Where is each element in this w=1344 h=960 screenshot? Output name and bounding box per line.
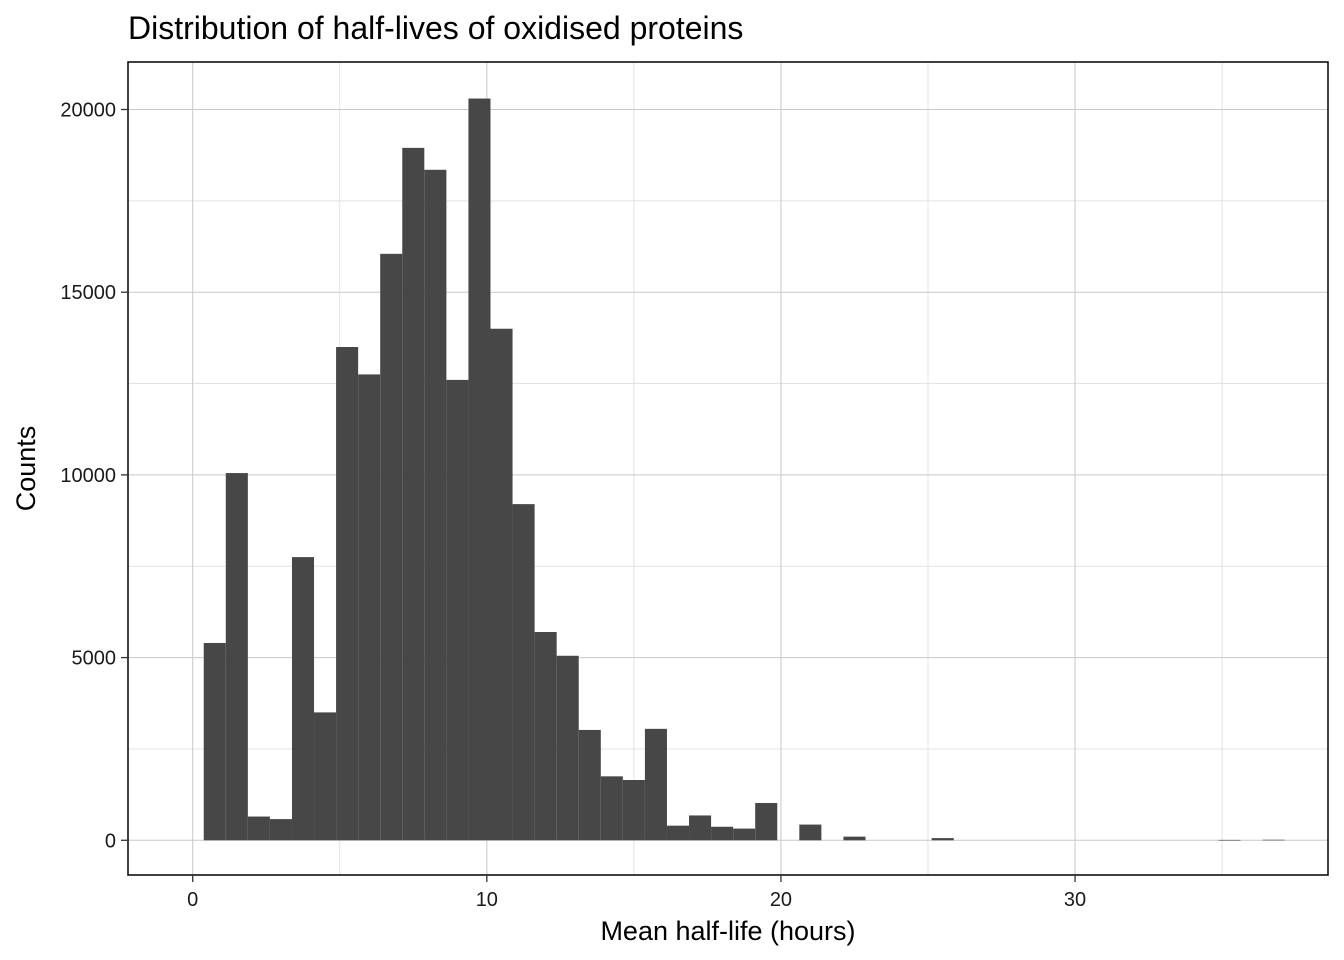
x-tick-label: 10 [476, 889, 498, 911]
histogram-bar [291, 557, 315, 841]
histogram-bar [269, 819, 292, 841]
histogram-bar [600, 776, 623, 841]
y-axis: 0 5000 10000 15000 20000 [60, 100, 128, 852]
histogram-bar [490, 328, 513, 841]
histogram-bar [733, 828, 756, 841]
histogram-bar [622, 779, 645, 841]
x-tick-label: 20 [770, 889, 792, 911]
histogram-bar [424, 169, 447, 841]
y-tick-label: 5000 [72, 648, 117, 670]
histogram-bar [314, 712, 337, 841]
histogram-bar [1262, 839, 1285, 841]
histogram-bar [247, 816, 270, 841]
y-tick-label: 0 [105, 830, 116, 852]
histogram-bar [843, 836, 866, 841]
histogram-bar [225, 473, 248, 841]
histogram-bar [336, 347, 359, 841]
histogram-bar [534, 632, 557, 841]
histogram-bars [203, 98, 1285, 841]
histogram-bar [578, 729, 601, 841]
plot-border [127, 61, 1329, 876]
histogram-bar [799, 824, 822, 841]
y-tick-label: 15000 [60, 282, 116, 304]
y-tick-label: 20000 [60, 100, 116, 122]
chart-title: Distribution of half-lives of oxidised p… [128, 10, 743, 46]
x-axis-title: Mean half-life (hours) [600, 916, 855, 946]
histogram-bar [711, 826, 734, 841]
y-axis-title: Counts [11, 426, 41, 512]
x-axis: 0 10 20 30 [187, 875, 1086, 911]
x-tick-label: 0 [187, 889, 198, 911]
histogram-bar [446, 379, 469, 841]
histogram-bar [512, 504, 535, 841]
histogram-bar [468, 98, 491, 841]
histogram-bar [689, 815, 712, 841]
y-tick-label: 10000 [60, 465, 116, 487]
histogram-bar [1218, 839, 1241, 841]
histogram-bar [358, 374, 381, 841]
histogram-bar [556, 655, 579, 841]
histogram-bar [402, 147, 425, 841]
histogram-bar [666, 825, 690, 841]
x-tick-label: 30 [1064, 889, 1086, 911]
histogram-bar [755, 803, 778, 841]
histogram-bar [644, 728, 667, 841]
histogram-bar [931, 838, 954, 841]
histogram-bar [203, 642, 226, 841]
histogram-bar [380, 253, 403, 841]
